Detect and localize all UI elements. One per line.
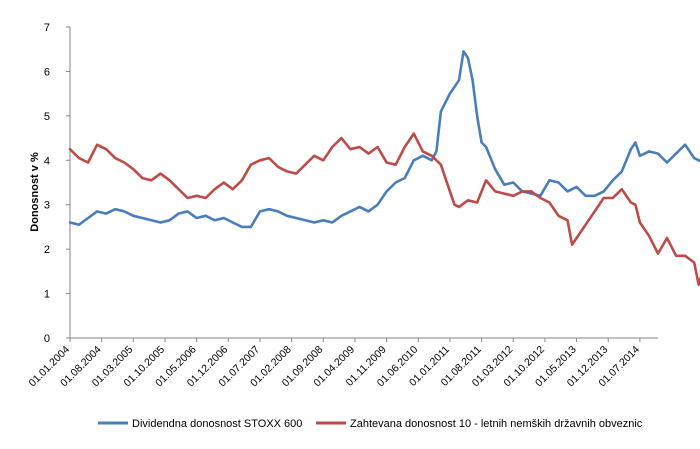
y-tick-label: 5 xyxy=(44,111,50,123)
y-tick-label: 3 xyxy=(44,200,50,212)
y-tick-label: 4 xyxy=(44,155,50,167)
x-axis: 01.01.200401.08.200401.03.200501.10.2005… xyxy=(26,337,658,389)
legend-label-1: Dividendna donosnost STOXX 600 xyxy=(132,418,302,430)
y-axis: 0 1 2 3 4 5 6 7 xyxy=(44,22,71,345)
legend-label-2: Zahtevana donosnost 10 - letnih nemških … xyxy=(350,418,643,430)
y-tick-label: 1 xyxy=(44,289,50,301)
y-tick-label: 2 xyxy=(44,244,50,256)
y-tick-label: 7 xyxy=(44,22,50,34)
series-line-2 xyxy=(68,132,700,286)
y-tick-label: 0 xyxy=(44,333,50,345)
y-tick-label: 6 xyxy=(44,66,50,78)
y-axis-label: Donosnost v % xyxy=(29,152,41,232)
series-lines xyxy=(68,50,700,286)
legend: Dividendna donosnost STOXX 600 Zahtevana … xyxy=(98,418,643,430)
series-line-1 xyxy=(68,50,700,229)
